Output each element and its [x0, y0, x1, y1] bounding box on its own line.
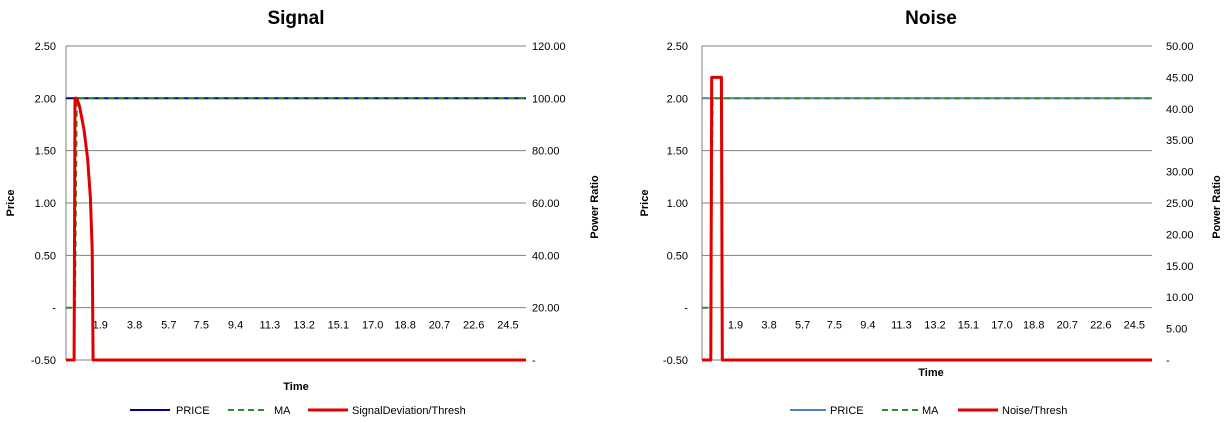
y-tick-label: 2.50	[667, 41, 688, 53]
legend-label: MA	[922, 405, 939, 417]
y2-tick-label: 40.00	[1166, 104, 1194, 116]
legend-label: Noise/Thresh	[1002, 405, 1067, 417]
y-axis-title: Price	[5, 190, 17, 217]
y-tick-label: 0.50	[667, 250, 688, 262]
y2-tick-label: 10.00	[1166, 292, 1194, 304]
y-tick-label: 0.50	[35, 250, 56, 262]
chart-title: Noise	[905, 8, 957, 29]
y2-tick-label: 20.00	[1166, 229, 1194, 241]
y2-tick-label: 40.00	[532, 250, 560, 262]
y2-tick-label: 20.00	[532, 303, 560, 315]
x-tick-label: 20.7	[1057, 320, 1078, 332]
chart-1: Noise 2.50 2.00 1.50 1.00 0.50 - -0.50 50.00 45.0…	[639, 8, 1223, 417]
y2-tick-label: 30.00	[1166, 167, 1194, 179]
x-tick-label: 3.8	[127, 320, 142, 332]
legend-label: SignalDeviation/Thresh	[352, 405, 466, 417]
series-line-signaldeviation-thresh	[66, 96, 526, 362]
x-tick-label: 24.5	[1124, 320, 1145, 332]
y2-tick-label: 50.00	[1166, 41, 1194, 53]
y2-tick-label: 120.00	[532, 41, 566, 53]
x-tick-label: 17.0	[991, 320, 1012, 332]
x-tick-label: 7.5	[827, 320, 842, 332]
legend-label: PRICE	[830, 405, 864, 417]
x-tick-label: 17.0	[362, 320, 383, 332]
x-tick-label: 5.7	[161, 320, 176, 332]
x-tick-label: 22.6	[1090, 320, 1111, 332]
y-tick-label: 1.50	[35, 146, 56, 158]
y-tick-label: 1.50	[667, 146, 688, 158]
y2-axis-title: Power Ratio	[589, 175, 601, 239]
x-tick-label: 1.9	[93, 320, 108, 332]
y2-axis-title: Power Ratio	[1211, 175, 1223, 239]
y2-tick-label: 25.00	[1166, 198, 1194, 210]
y-tick-label: -0.50	[663, 355, 688, 367]
x-tick-label: 20.7	[429, 320, 450, 332]
y2-tick-label: 80.00	[532, 146, 560, 158]
x-tick-label: 9.4	[228, 320, 243, 332]
y-tick-label: 2.00	[667, 93, 688, 105]
y-axis-title: Price	[639, 190, 651, 217]
y-tick-label: -0.50	[31, 355, 56, 367]
x-tick-label: 11.3	[891, 320, 912, 332]
y2-tick-label: 5.00	[1166, 324, 1187, 336]
legend-label: PRICE	[176, 405, 210, 417]
y-tick-label: 2.00	[35, 93, 56, 105]
x-axis-title: Time	[918, 367, 943, 379]
x-tick-label: 3.8	[761, 320, 776, 332]
y2-tick-label: 45.00	[1166, 72, 1194, 84]
x-axis-title: Time	[283, 381, 308, 393]
x-tick-label: 13.2	[924, 320, 945, 332]
y-tick-label: 1.00	[35, 198, 56, 210]
x-tick-label: 9.4	[860, 320, 875, 332]
y-tick-label: -	[52, 303, 56, 315]
x-tick-label: 1.9	[728, 320, 743, 332]
chart-0: Signal 2.50 2.00 1.50 1.00 0.50 - -0.50 120.00 10…	[5, 8, 601, 417]
x-tick-label: 7.5	[194, 320, 209, 332]
x-tick-label: 13.2	[293, 320, 314, 332]
x-tick-label: 22.6	[463, 320, 484, 332]
x-tick-label: 24.5	[497, 320, 518, 332]
x-tick-label: 15.1	[328, 320, 349, 332]
y2-tick-label: 15.00	[1166, 261, 1194, 273]
series-line-noise-thresh	[702, 75, 1152, 362]
y2-tick-label: 100.00	[532, 93, 566, 105]
y2-tick-label: 60.00	[532, 198, 560, 210]
x-tick-label: 5.7	[795, 320, 810, 332]
y2-tick-label: 35.00	[1166, 135, 1194, 147]
y-tick-label: 2.50	[35, 41, 56, 53]
x-tick-label: 18.8	[394, 320, 415, 332]
y2-tick-label: -	[532, 355, 536, 367]
y-tick-label: -	[684, 303, 688, 315]
chart-title: Signal	[267, 8, 324, 29]
y2-tick-label: -	[1166, 355, 1170, 367]
y-tick-label: 1.00	[667, 198, 688, 210]
x-tick-label: 11.3	[260, 320, 281, 332]
legend-label: MA	[274, 405, 291, 417]
x-tick-label: 18.8	[1023, 320, 1044, 332]
x-tick-label: 15.1	[958, 320, 979, 332]
